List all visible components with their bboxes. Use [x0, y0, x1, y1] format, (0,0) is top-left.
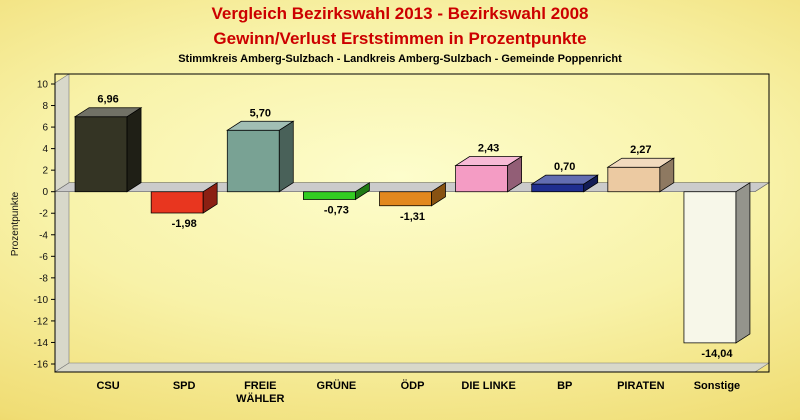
bar-front-face [607, 166, 661, 193]
bar-front-face [531, 183, 585, 193]
bar-freie-wähler [226, 120, 295, 193]
y-axis-title: Prozentpunkte [10, 191, 21, 256]
value-label-ödp: -1,31 [400, 211, 425, 223]
bar-side-face [126, 107, 142, 193]
category-label-spd: SPD [173, 380, 196, 392]
bar-spd [150, 182, 218, 214]
y-tick-label: 2 [42, 166, 48, 177]
value-label-spd: -1,98 [172, 218, 197, 230]
bar-front-face [303, 191, 356, 200]
value-label-grüne: -0,73 [324, 205, 349, 217]
value-label-csu: 6,96 [97, 94, 118, 106]
category-label-sonstige: Sonstige [694, 380, 740, 392]
chart-title-line-2: Gewinn/Verlust Erststimmen in Prozentpun… [213, 29, 587, 48]
bar-front-face [379, 191, 432, 207]
category-label-ödp: ÖDP [401, 379, 425, 392]
axis-left-wall [54, 73, 70, 373]
bar-side-face [355, 182, 370, 201]
value-label-sonstige: -14,04 [701, 348, 733, 360]
bar-side-face [202, 182, 218, 214]
y-tick-label: 4 [42, 144, 48, 155]
y-tick-label: 6 [42, 123, 48, 134]
y-tick-label: -6 [39, 252, 48, 263]
y-tick-label: 10 [37, 80, 49, 91]
bar-front-face [226, 129, 280, 193]
y-tick-label: 8 [42, 101, 48, 112]
bar-grüne [303, 182, 370, 201]
y-tick-label: -8 [39, 273, 48, 284]
y-tick-label: -2 [39, 209, 48, 220]
y-tick-label: -16 [34, 360, 49, 371]
chart-title-line-1: Vergleich Bezirkswahl 2013 - Bezirkswahl… [211, 4, 589, 23]
bar-side-face [278, 120, 294, 193]
value-label-freie-wähler: 5,70 [250, 107, 271, 119]
chart-header: Vergleich Bezirkswahl 2013 - Bezirkswahl… [0, 0, 800, 67]
bar-die-linke [454, 155, 523, 193]
chart-subtitle: Stimmkreis Amberg-Sulzbach - Landkreis A… [178, 53, 622, 65]
bar-side-face [659, 157, 675, 193]
plot-border [54, 73, 770, 373]
bar-piraten [606, 157, 676, 193]
y-tick-label: 0 [42, 187, 48, 198]
category-label-csu: CSU [96, 380, 119, 392]
y-tick-label: -10 [34, 295, 49, 306]
bar-side-face [431, 182, 446, 207]
value-label-bp: 0,70 [554, 161, 575, 173]
y-tick-label: -14 [34, 338, 49, 349]
category-label-freie-wähler: WÄHLER [236, 392, 284, 405]
category-label-grüne: GRÜNE [317, 379, 357, 392]
y-tick-label: -4 [39, 230, 48, 241]
bar-front-face [683, 191, 737, 344]
bar-bp [530, 174, 599, 193]
value-label-piraten: 2,27 [630, 144, 651, 156]
bar-csu [73, 107, 143, 193]
axis-floor [53, 362, 771, 373]
category-label-freie-wähler: FREIE [244, 380, 276, 392]
category-label-piraten: PIRATEN [617, 380, 665, 392]
bar-side-face [507, 155, 522, 193]
bar-side-face [735, 182, 751, 344]
bar-sonstige [683, 182, 751, 344]
bar-side-face [583, 174, 599, 193]
y-tick-label: -12 [34, 316, 49, 327]
bar-front-face [74, 116, 128, 193]
bar-ödp [379, 182, 446, 207]
value-label-die-linke: 2,43 [478, 143, 499, 155]
bar-front-face [455, 165, 508, 193]
bar-front-face [150, 191, 204, 214]
category-label-die-linke: DIE LINKE [461, 380, 515, 392]
category-label-bp: BP [557, 380, 572, 392]
